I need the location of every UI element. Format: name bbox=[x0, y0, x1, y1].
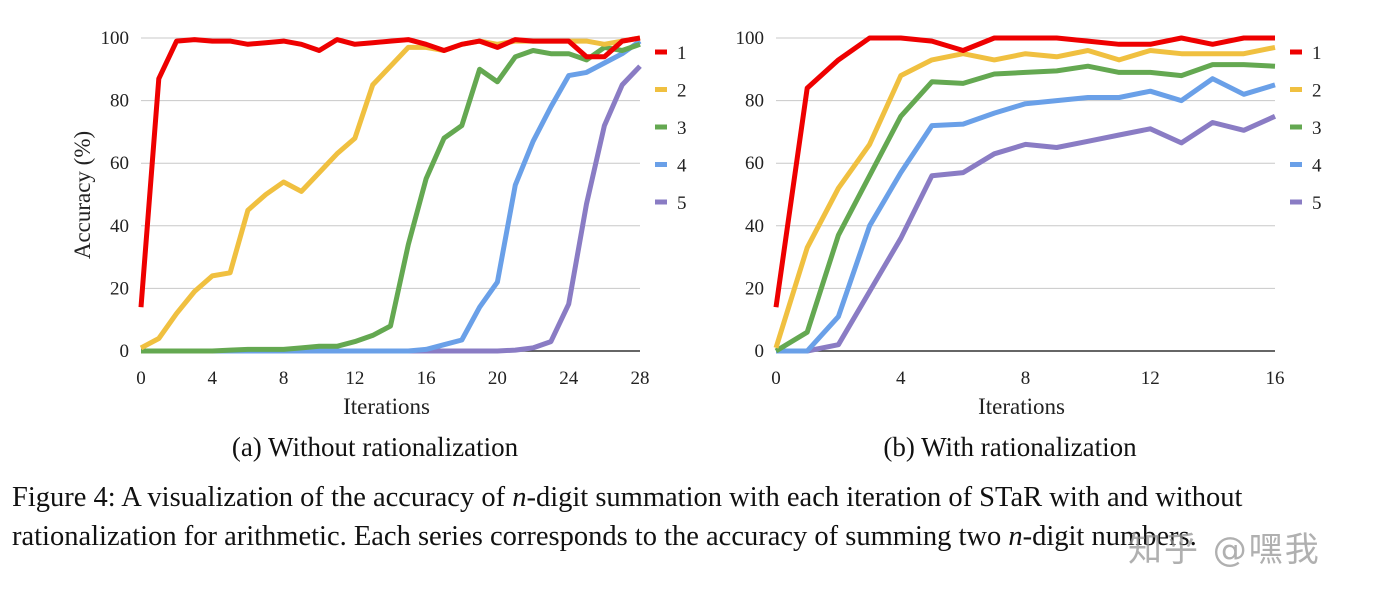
x-tick-label: 24 bbox=[559, 368, 579, 389]
legend-label: 2 bbox=[1312, 81, 1322, 102]
legend-label: 4 bbox=[1312, 156, 1322, 177]
y-tick-label: 40 bbox=[110, 216, 129, 237]
caption-var-n: n bbox=[1008, 521, 1023, 552]
y-axis-title: Accuracy (%) bbox=[70, 131, 95, 259]
x-tick-label: 0 bbox=[136, 368, 146, 389]
x-tick-label: 12 bbox=[345, 368, 364, 389]
legend-label: 5 bbox=[677, 193, 687, 214]
x-tick-label: 20 bbox=[488, 368, 507, 389]
legend-label: 3 bbox=[1312, 118, 1322, 139]
caption-var-n: n bbox=[512, 482, 527, 513]
legend-label: 5 bbox=[1312, 193, 1322, 214]
figure-caption: Figure 4: A visualization of the accurac… bbox=[12, 478, 1382, 556]
x-tick-label: 16 bbox=[1266, 368, 1285, 389]
x-tick-label: 0 bbox=[771, 368, 781, 389]
x-tick-label: 4 bbox=[896, 368, 906, 389]
x-tick-label: 28 bbox=[631, 368, 650, 389]
series-line-4 bbox=[776, 76, 1276, 354]
x-axis-title: Iterations bbox=[978, 394, 1065, 419]
x-tick-label: 4 bbox=[208, 368, 218, 389]
y-tick-label: 20 bbox=[745, 278, 764, 299]
legend-label: 1 bbox=[677, 43, 687, 64]
y-tick-label: 0 bbox=[120, 341, 130, 362]
legend-label: 3 bbox=[677, 118, 687, 139]
y-tick-label: 100 bbox=[736, 28, 765, 49]
caption-text-3: -digit numbers. bbox=[1022, 521, 1197, 552]
series-line-3 bbox=[774, 62, 1276, 354]
legend-label: 1 bbox=[1312, 43, 1322, 64]
caption-label: Figure 4: bbox=[12, 482, 116, 513]
x-tick-label: 12 bbox=[1141, 368, 1160, 389]
x-tick-label: 16 bbox=[417, 368, 436, 389]
series-line-2 bbox=[773, 44, 1276, 349]
series-line-1 bbox=[138, 35, 641, 308]
y-tick-label: 80 bbox=[110, 91, 129, 112]
caption-text-1: A visualization of the accuracy of bbox=[121, 482, 506, 513]
y-tick-label: 40 bbox=[745, 216, 764, 237]
series-line-3 bbox=[141, 41, 641, 354]
legend-label: 4 bbox=[677, 156, 687, 177]
watermark: 知乎 @嘿我 bbox=[1128, 530, 1321, 570]
y-tick-label: 0 bbox=[755, 341, 765, 362]
x-tick-label: 8 bbox=[1021, 368, 1031, 389]
caption-text-2: -digit summation with each iteration of … bbox=[12, 482, 1243, 552]
y-tick-label: 80 bbox=[745, 91, 764, 112]
series-line-5 bbox=[141, 64, 642, 354]
series-line-5 bbox=[776, 114, 1277, 354]
chart-subtitle: (a) Without rationalization bbox=[232, 432, 519, 462]
chart-subtitle: (b) With rationalization bbox=[883, 432, 1137, 462]
y-tick-label: 60 bbox=[110, 153, 129, 174]
y-tick-label: 20 bbox=[110, 278, 129, 299]
series-line-4 bbox=[141, 39, 642, 354]
series-line-1 bbox=[773, 35, 1275, 308]
y-tick-label: 100 bbox=[101, 28, 130, 49]
legend-label: 2 bbox=[677, 81, 687, 102]
y-tick-label: 60 bbox=[745, 153, 764, 174]
x-tick-label: 8 bbox=[279, 368, 289, 389]
x-axis-title: Iterations bbox=[343, 394, 430, 419]
